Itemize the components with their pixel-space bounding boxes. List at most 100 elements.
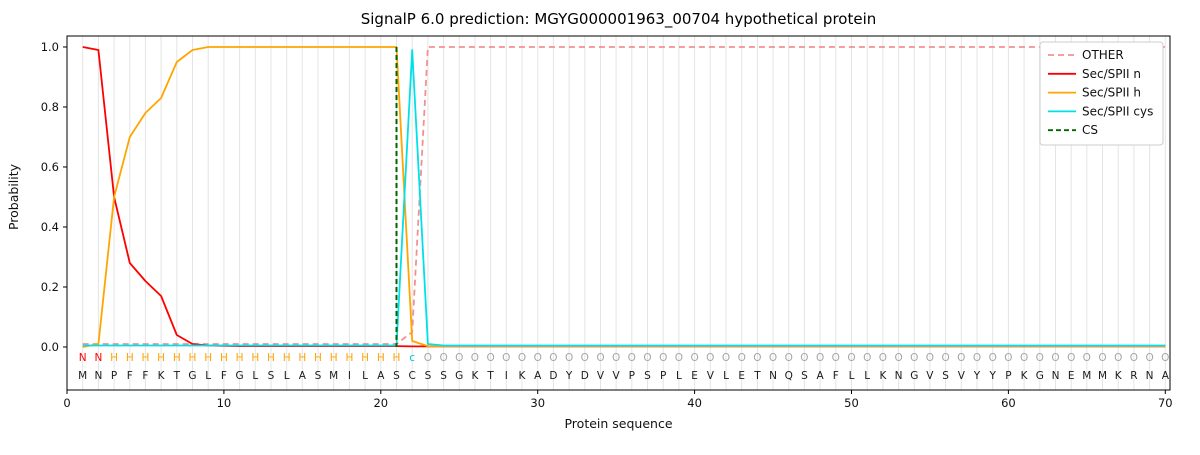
residue-letter: D — [549, 370, 557, 382]
x-axis-ticks: 0 10 20 30 40 50 60 70 — [63, 390, 1173, 410]
x-tick-label: 10 — [217, 396, 232, 410]
region-label: H — [204, 352, 212, 364]
y-tick-label: 0.0 — [41, 340, 59, 354]
region-label: O — [769, 352, 777, 364]
residue-letter: I — [348, 370, 351, 382]
region-label: H — [361, 352, 369, 364]
x-tick-label: 70 — [1158, 396, 1173, 410]
residue-letter: E — [1068, 370, 1075, 382]
region-label: O — [941, 352, 949, 364]
residue-letter: D — [581, 370, 589, 382]
residue-letter: N — [769, 370, 777, 382]
residue-letter: S — [644, 370, 651, 382]
residue-letter: I — [505, 370, 508, 382]
region-label: O — [534, 352, 542, 364]
region-label: O — [565, 352, 573, 364]
residue-letter: R — [1130, 370, 1137, 382]
residue-letter: S — [268, 370, 275, 382]
region-label: N — [94, 352, 102, 364]
residue-letter: F — [221, 370, 227, 382]
residue-letter: T — [753, 370, 761, 382]
region-label: H — [173, 352, 181, 364]
residue-letter: G — [1036, 370, 1044, 382]
region-label: H — [345, 352, 353, 364]
legend-entry-label: CS — [1082, 123, 1098, 137]
residue-letter: M — [1082, 370, 1091, 382]
region-label: O — [973, 352, 981, 364]
series-sec-spii-cys — [82, 49, 1166, 347]
region-label: H — [330, 352, 338, 364]
residue-letter: V — [958, 370, 966, 382]
residue-letter: L — [864, 370, 870, 382]
region-label: O — [1114, 352, 1122, 364]
region-label: H — [126, 352, 134, 364]
region-label: O — [957, 352, 965, 364]
residue-letter: V — [597, 370, 605, 382]
region-label: H — [283, 352, 291, 364]
region-label: O — [502, 352, 510, 364]
residue-letter: G — [188, 370, 196, 382]
region-label: O — [690, 352, 698, 364]
residue-letter: T — [173, 370, 181, 382]
region-label: O — [706, 352, 714, 364]
region-label: O — [643, 352, 651, 364]
region-label: O — [596, 352, 604, 364]
region-label: H — [189, 352, 197, 364]
residue-letter: P — [660, 370, 666, 382]
region-label: O — [847, 352, 855, 364]
residue-letter: N — [895, 370, 903, 382]
region-label: O — [581, 352, 589, 364]
residue-letter: G — [910, 370, 918, 382]
residue-letter: K — [1115, 370, 1123, 382]
residue-letter: F — [833, 370, 839, 382]
residue-letter: S — [393, 370, 400, 382]
residue-letter: A — [299, 370, 307, 382]
residue-letter: P — [111, 370, 117, 382]
region-label: O — [1020, 352, 1028, 364]
region-label: H — [298, 352, 306, 364]
region-label: O — [424, 352, 432, 364]
region-label: H — [267, 352, 275, 364]
y-tick-label: 1.0 — [41, 40, 59, 54]
region-label: O — [753, 352, 761, 364]
region-label: O — [1067, 352, 1075, 364]
region-label: O — [486, 352, 494, 364]
region-label: O — [1051, 352, 1059, 364]
residue-letter: K — [879, 370, 887, 382]
x-tick-label: 60 — [1001, 396, 1016, 410]
y-axis-label: Probability — [6, 163, 21, 230]
residue-letter: M — [1098, 370, 1107, 382]
region-label: O — [1083, 352, 1091, 364]
residue-letter: Y — [988, 370, 996, 382]
residue-letter: F — [142, 370, 148, 382]
residue-letter: N — [1146, 370, 1154, 382]
y-tick-label: 0.8 — [41, 100, 59, 114]
residue-rows: NMNNHPHFHFHKHTHGHLHFHGHLHSHLHAHSHMHIHLHA… — [78, 352, 1170, 382]
residue-letter: S — [440, 370, 447, 382]
region-label: O — [863, 352, 871, 364]
region-label: O — [471, 352, 479, 364]
x-tick-label: 0 — [63, 396, 70, 410]
plot-border — [66, 35, 1171, 391]
residue-letter: E — [691, 370, 698, 382]
region-label: H — [220, 352, 228, 364]
region-label: O — [675, 352, 683, 364]
residue-letter: F — [127, 370, 133, 382]
region-label: O — [879, 352, 887, 364]
residue-letter: Y — [565, 370, 573, 382]
region-label: H — [157, 352, 165, 364]
region-label: O — [612, 352, 620, 364]
region-label: O — [1098, 352, 1106, 364]
y-axis-ticks: 0.0 0.2 0.4 0.6 0.8 1.0 — [41, 40, 67, 354]
residue-letter: V — [613, 370, 621, 382]
region-label: H — [377, 352, 385, 364]
residue-letter: L — [362, 370, 368, 382]
legend-box — [1039, 41, 1164, 146]
region-label: O — [1145, 352, 1153, 364]
residue-letter: S — [801, 370, 808, 382]
region-label: O — [1036, 352, 1044, 364]
residue-letter: A — [377, 370, 385, 382]
x-tick-label: 40 — [687, 396, 702, 410]
residue-letter: E — [738, 370, 745, 382]
